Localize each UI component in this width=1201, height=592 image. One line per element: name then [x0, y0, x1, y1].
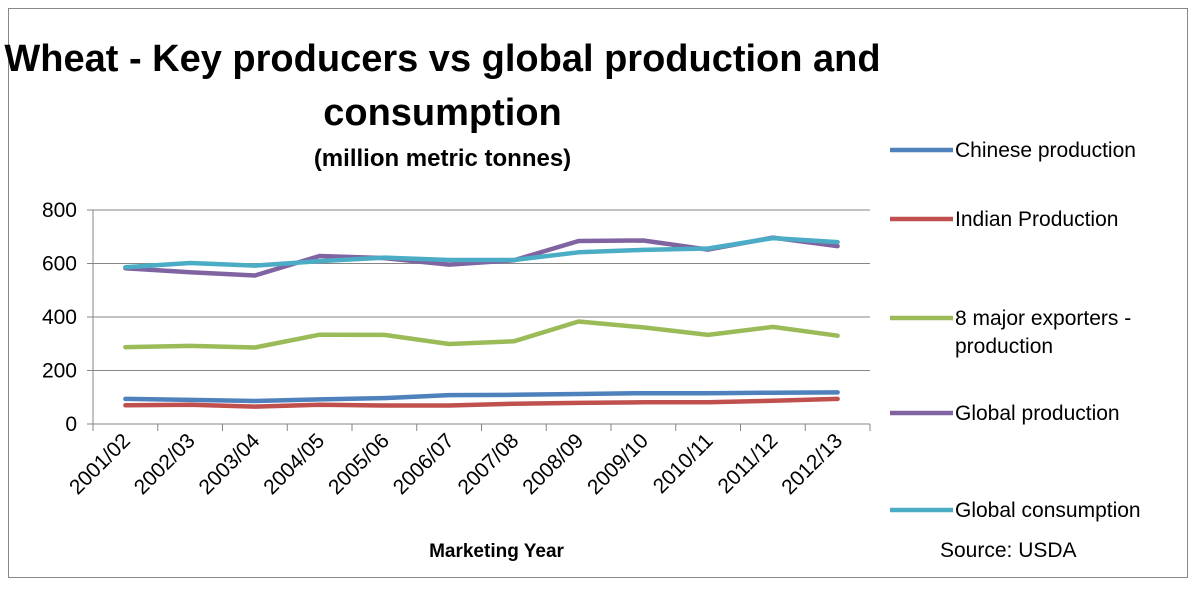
x-axis-title: Marketing Year: [429, 541, 564, 562]
legend-label-8-major-exporters-line-2: production: [955, 335, 1053, 358]
series-line-chinese-production: [123, 390, 840, 404]
y-tick-label: 0: [65, 413, 77, 436]
x-tick-label: 2005/06: [324, 429, 394, 499]
legend-label-indian-production: Indian Production: [955, 208, 1118, 231]
x-tick-label: 2006/07: [389, 429, 459, 499]
x-tick-label: 2003/04: [194, 429, 264, 499]
x-tick-label: 2001/02: [65, 429, 135, 499]
legend-label-8-major-exporters: 8 major exporters -: [955, 307, 1131, 330]
legend-label-global-production: Global production: [955, 402, 1120, 425]
y-tick-label: 600: [42, 253, 77, 276]
chart-title-line-2: consumption: [323, 92, 562, 134]
x-tick-label: 2011/12: [714, 429, 783, 498]
series-line-8-major-exporters: [123, 319, 840, 350]
x-tick-label: 2009/10: [583, 429, 653, 499]
y-tick-label: 200: [42, 360, 77, 383]
chart-subtitle: (million metric tonnes): [313, 145, 572, 172]
y-tick-label: 400: [42, 306, 77, 329]
x-tick-label: 2008/09: [518, 429, 588, 499]
y-tick-label: 800: [42, 199, 77, 222]
x-tick-label: 2002/03: [130, 429, 200, 499]
chart-frame: [8, 8, 1188, 578]
x-tick-label: 2010/11: [649, 429, 718, 498]
series-line-indian-production: [123, 396, 840, 409]
x-tick-label: 2004/05: [259, 429, 329, 499]
legend-label-global-consumption: Global consumption: [955, 499, 1141, 522]
series-line-global-consumption: [123, 235, 840, 270]
legend-label-chinese-production: Chinese production: [955, 139, 1136, 162]
x-tick-label: 2012/13: [777, 429, 847, 499]
x-tick-label: 2007/08: [453, 429, 523, 499]
source-note: Source: USDA: [940, 539, 1077, 562]
chart-title: Wheat - Key producers vs global producti…: [4, 38, 881, 80]
